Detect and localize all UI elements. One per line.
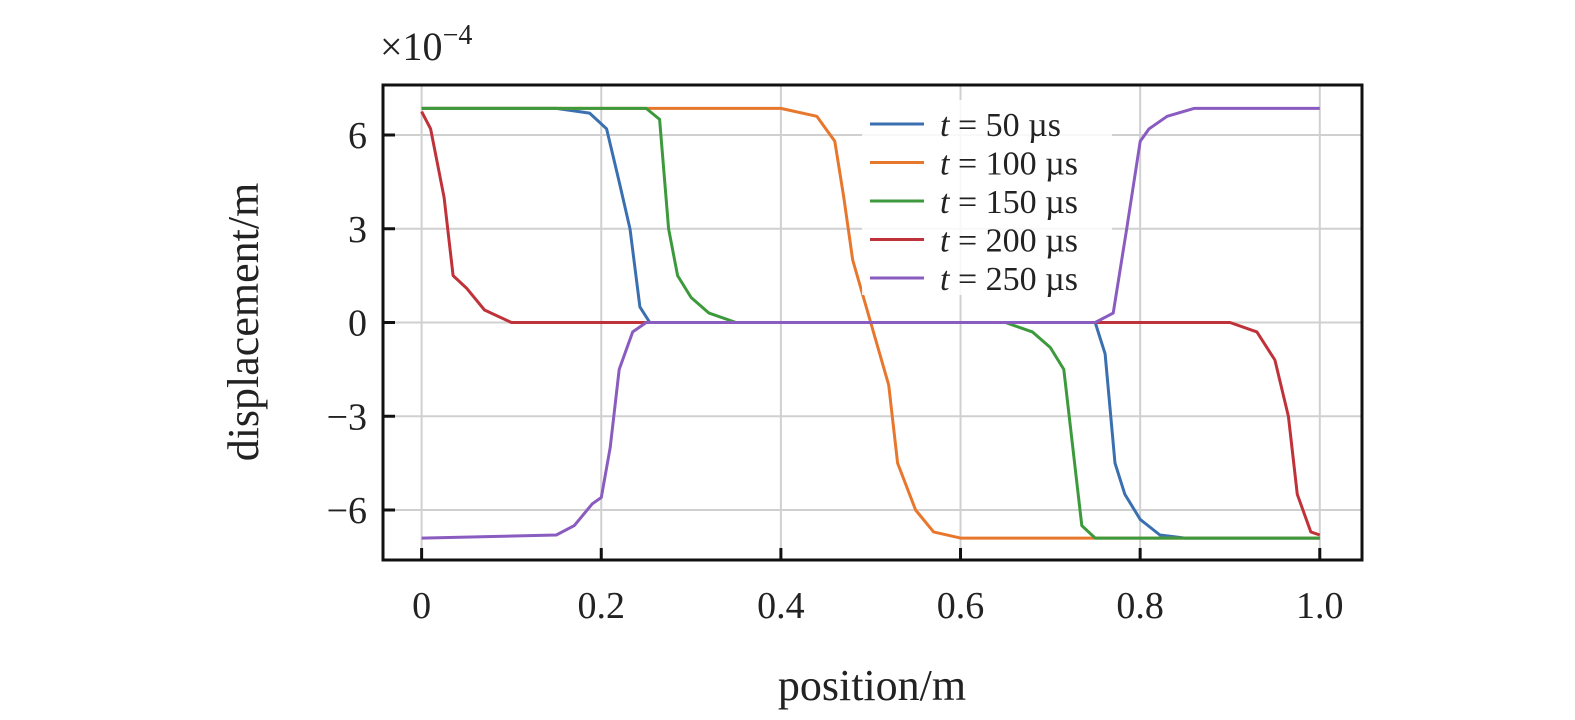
legend-label-var: t [940, 261, 951, 298]
y-tick-label: −3 [327, 396, 367, 438]
x-axis-label: position/m [778, 661, 966, 710]
legend-label-value: = 200 µs [949, 223, 1078, 260]
legend-label-value: = 250 µs [949, 261, 1078, 298]
x-tick-label: 0.2 [578, 585, 626, 627]
legend-label: t = 50 µs [940, 107, 1061, 144]
x-tick-label: 0.8 [1116, 585, 1164, 627]
y-tick-label: 0 [348, 303, 367, 345]
y-multiplier-exponent: −4 [443, 20, 473, 51]
y-multiplier: ×10−4 [380, 20, 472, 69]
legend-label: t = 250 µs [940, 261, 1078, 298]
x-tick-label: 1.0 [1296, 585, 1344, 627]
legend-label-value: = 100 µs [949, 146, 1078, 183]
legend: t = 50 µst = 100 µst = 150 µst = 200 µst… [862, 100, 1112, 298]
y-tick-label: −6 [327, 490, 367, 532]
y-tick-label: 3 [348, 209, 367, 251]
legend-label-value: = 150 µs [949, 184, 1078, 221]
ticks: 0 0.2 0.4 0.6 0.8 1.0 6 3 0 −3 −6 [327, 115, 1344, 627]
legend-label-var: t [940, 146, 951, 183]
legend-label-value: = 50 µs [949, 107, 1061, 144]
y-axis-label: displacement/m [219, 183, 268, 462]
legend-label-var: t [940, 107, 951, 144]
x-tick-label: 0.6 [937, 585, 985, 627]
legend-label-var: t [940, 223, 951, 260]
series-line-5 [421, 106, 1320, 540]
legend-label: t = 200 µs [940, 223, 1078, 260]
x-tick-label: 0 [412, 585, 431, 627]
series-lines [420, 106, 1321, 540]
legend-label: t = 150 µs [940, 184, 1078, 221]
legend-label-var: t [940, 184, 951, 221]
legend-background [862, 100, 1112, 295]
x-tick-label: 0.4 [757, 585, 805, 627]
legend-label: t = 100 µs [940, 146, 1078, 183]
y-tick-label: 6 [348, 115, 367, 157]
